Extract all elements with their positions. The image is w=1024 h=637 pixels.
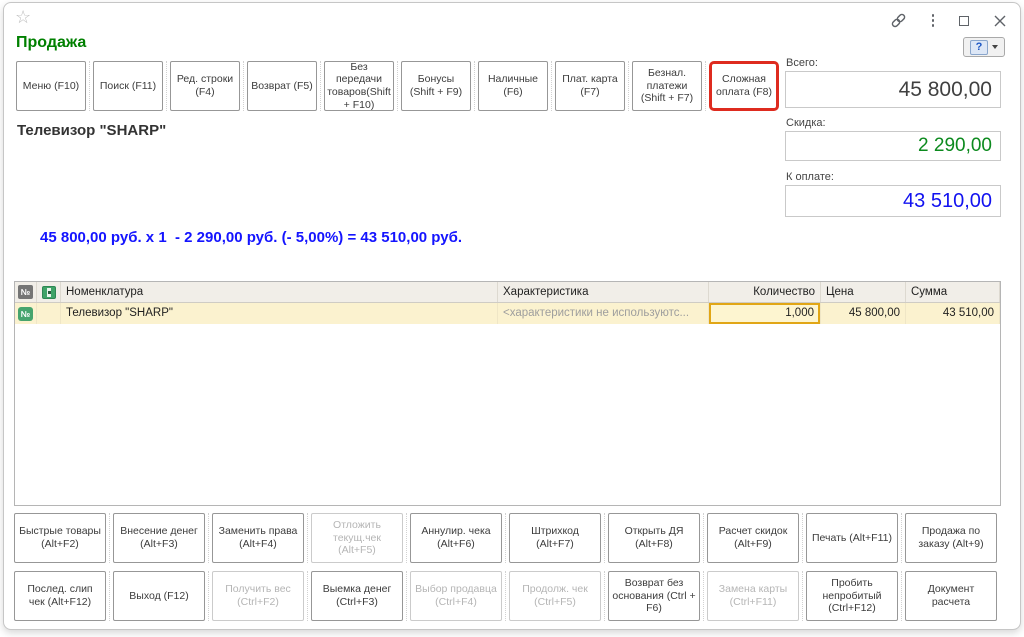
button-hold-receipt: Отложить текущ.чек (Alt+F5): [311, 513, 403, 563]
toolbar-separator: [243, 61, 244, 111]
button-separator: [208, 513, 209, 563]
maximize-icon[interactable]: [959, 15, 969, 26]
row-number-header-icon: №: [18, 285, 33, 299]
function-buttons-row-2: Послед. слип чек (Alt+F12) Выход (F12) П…: [14, 571, 997, 621]
button-separator: [802, 571, 803, 621]
button-print[interactable]: Печать (Alt+F11): [806, 513, 898, 563]
toolbar-button-return[interactable]: Возврат (F5): [247, 61, 317, 111]
help-button[interactable]: ?: [963, 37, 1005, 57]
table-header: № Номенклатура Характеристика Количество…: [15, 282, 1000, 303]
toolbar-separator: [397, 61, 398, 111]
total-label: Всего:: [786, 57, 818, 69]
button-select-seller: Выбор продавца (Ctrl+F4): [410, 571, 502, 621]
discount-field: 2 290,00: [785, 131, 1001, 161]
button-separator: [604, 571, 605, 621]
toolbar-button-menu[interactable]: Меню (F10): [16, 61, 86, 111]
toolbar-button-cashless[interactable]: Безнал. платежи (Shift + F7): [632, 61, 702, 111]
due-label: К оплате:: [786, 171, 834, 183]
toolbar-button-edit-row[interactable]: Ред. строки (F4): [170, 61, 240, 111]
quantity-selected-cell[interactable]: 1,000: [709, 303, 820, 324]
toolbar-separator: [89, 61, 90, 111]
button-quick-goods[interactable]: Быстрые товары (Alt+F2): [14, 513, 106, 563]
total-field: 45 800,00: [785, 71, 1001, 108]
favorites-star-icon[interactable]: ☆: [15, 7, 32, 27]
button-continue-receipt: Продолж. чек (Ctrl+F5): [509, 571, 601, 621]
toolbar-button-payment-card[interactable]: Плат. карта (F7): [555, 61, 625, 111]
more-menu-icon[interactable]: [931, 14, 934, 27]
button-separator: [406, 513, 407, 563]
cell-price[interactable]: 45 800,00: [821, 303, 906, 324]
button-replace-card: Замена карты (Ctrl+F11): [707, 571, 799, 621]
button-separator: [109, 571, 110, 621]
button-separator: [307, 571, 308, 621]
button-separator: [703, 571, 704, 621]
price-calculation-line: 45 800,00 руб. x 1 - 2 290,00 руб. (- 5,…: [40, 229, 463, 246]
toolbar-separator: [551, 61, 552, 111]
characteristic-icon: [41, 285, 56, 299]
column-header-nomenclature[interactable]: Номенклатура: [61, 282, 498, 302]
button-separator: [109, 513, 110, 563]
link-icon[interactable]: [890, 12, 907, 29]
totals-panel: Всего: 45 800,00 Скидка: 2 290,00 К опла…: [785, 57, 1001, 217]
cell-sum[interactable]: 43 510,00: [906, 303, 1000, 324]
button-separator: [901, 571, 902, 621]
window-controls: [890, 12, 1007, 29]
button-calc-discounts[interactable]: Расчет скидок (Alt+F9): [707, 513, 799, 563]
column-header-price[interactable]: Цена: [821, 282, 906, 302]
toolbar-separator: [166, 61, 167, 111]
button-return-no-reason[interactable]: Возврат без основания (Ctrl + F6): [608, 571, 700, 621]
button-separator: [703, 513, 704, 563]
button-withdraw-money[interactable]: Выемка денег (Ctrl+F3): [311, 571, 403, 621]
toolbar-separator: [320, 61, 321, 111]
button-exit[interactable]: Выход (F12): [113, 571, 205, 621]
column-header-quantity[interactable]: Количество: [709, 282, 821, 302]
items-table: № Номенклатура Характеристика Количество…: [14, 281, 1001, 506]
button-barcode[interactable]: Штрихкод (Alt+F7): [509, 513, 601, 563]
button-separator: [604, 513, 605, 563]
button-separator: [802, 513, 803, 563]
toolbar-separator: [474, 61, 475, 111]
button-separator: [406, 571, 407, 621]
current-product-title: Телевизор "SHARP": [17, 122, 167, 139]
button-change-rights[interactable]: Заменить права (Alt+F4): [212, 513, 304, 563]
row-number-badge: №: [18, 306, 33, 321]
button-separator: [307, 513, 308, 563]
payment-toolbar: Меню (F10) Поиск (F11) Ред. строки (F4) …: [16, 61, 779, 111]
close-icon[interactable]: [994, 15, 1006, 27]
button-sale-by-order[interactable]: Продажа по заказу (Alt+9): [905, 513, 997, 563]
toolbar-button-cash[interactable]: Наличные (F6): [478, 61, 548, 111]
cell-nomenclature[interactable]: Телевизор "SHARP": [61, 303, 498, 324]
discount-label: Скидка:: [786, 117, 826, 129]
button-settlement-document[interactable]: Документ расчета: [905, 571, 997, 621]
column-header-sum[interactable]: Сумма: [906, 282, 1000, 302]
button-get-weight: Получить вес (Ctrl+F2): [212, 571, 304, 621]
table-row[interactable]: № Телевизор "SHARP" <характеристики не и…: [15, 303, 1000, 324]
button-cancel-receipt[interactable]: Аннулир. чека (Alt+F6): [410, 513, 502, 563]
toolbar-button-search[interactable]: Поиск (F11): [93, 61, 163, 111]
function-buttons-row-1: Быстрые товары (Alt+F2) Внесение денег (…: [14, 513, 997, 563]
button-separator: [901, 513, 902, 563]
button-separator: [208, 571, 209, 621]
toolbar-button-bonuses[interactable]: Бонусы (Shift + F9): [401, 61, 471, 111]
toolbar-button-complex-payment[interactable]: Сложная оплата (F8): [709, 61, 779, 111]
help-icon: ?: [970, 39, 988, 55]
toolbar-button-no-goods-transfer[interactable]: Без передачи товаров(Shift + F10): [324, 61, 394, 111]
button-open-cash-drawer[interactable]: Открыть ДЯ (Alt+F8): [608, 513, 700, 563]
due-field: 43 510,00: [785, 185, 1001, 217]
chevron-down-icon: [992, 45, 998, 49]
toolbar-separator: [628, 61, 629, 111]
cell-quantity[interactable]: 1,000: [709, 303, 821, 324]
cell-characteristic[interactable]: <характеристики не используютс...: [498, 303, 709, 324]
button-punch-unpunched[interactable]: Пробить непробитый (Ctrl+F12): [806, 571, 898, 621]
column-header-characteristic[interactable]: Характеристика: [498, 282, 709, 302]
button-last-slip-receipt[interactable]: Послед. слип чек (Alt+F12): [14, 571, 106, 621]
button-deposit-money[interactable]: Внесение денег (Alt+F3): [113, 513, 205, 563]
button-separator: [505, 513, 506, 563]
toolbar-separator: [705, 61, 706, 111]
button-separator: [505, 571, 506, 621]
page-title: Продажа: [16, 34, 87, 51]
